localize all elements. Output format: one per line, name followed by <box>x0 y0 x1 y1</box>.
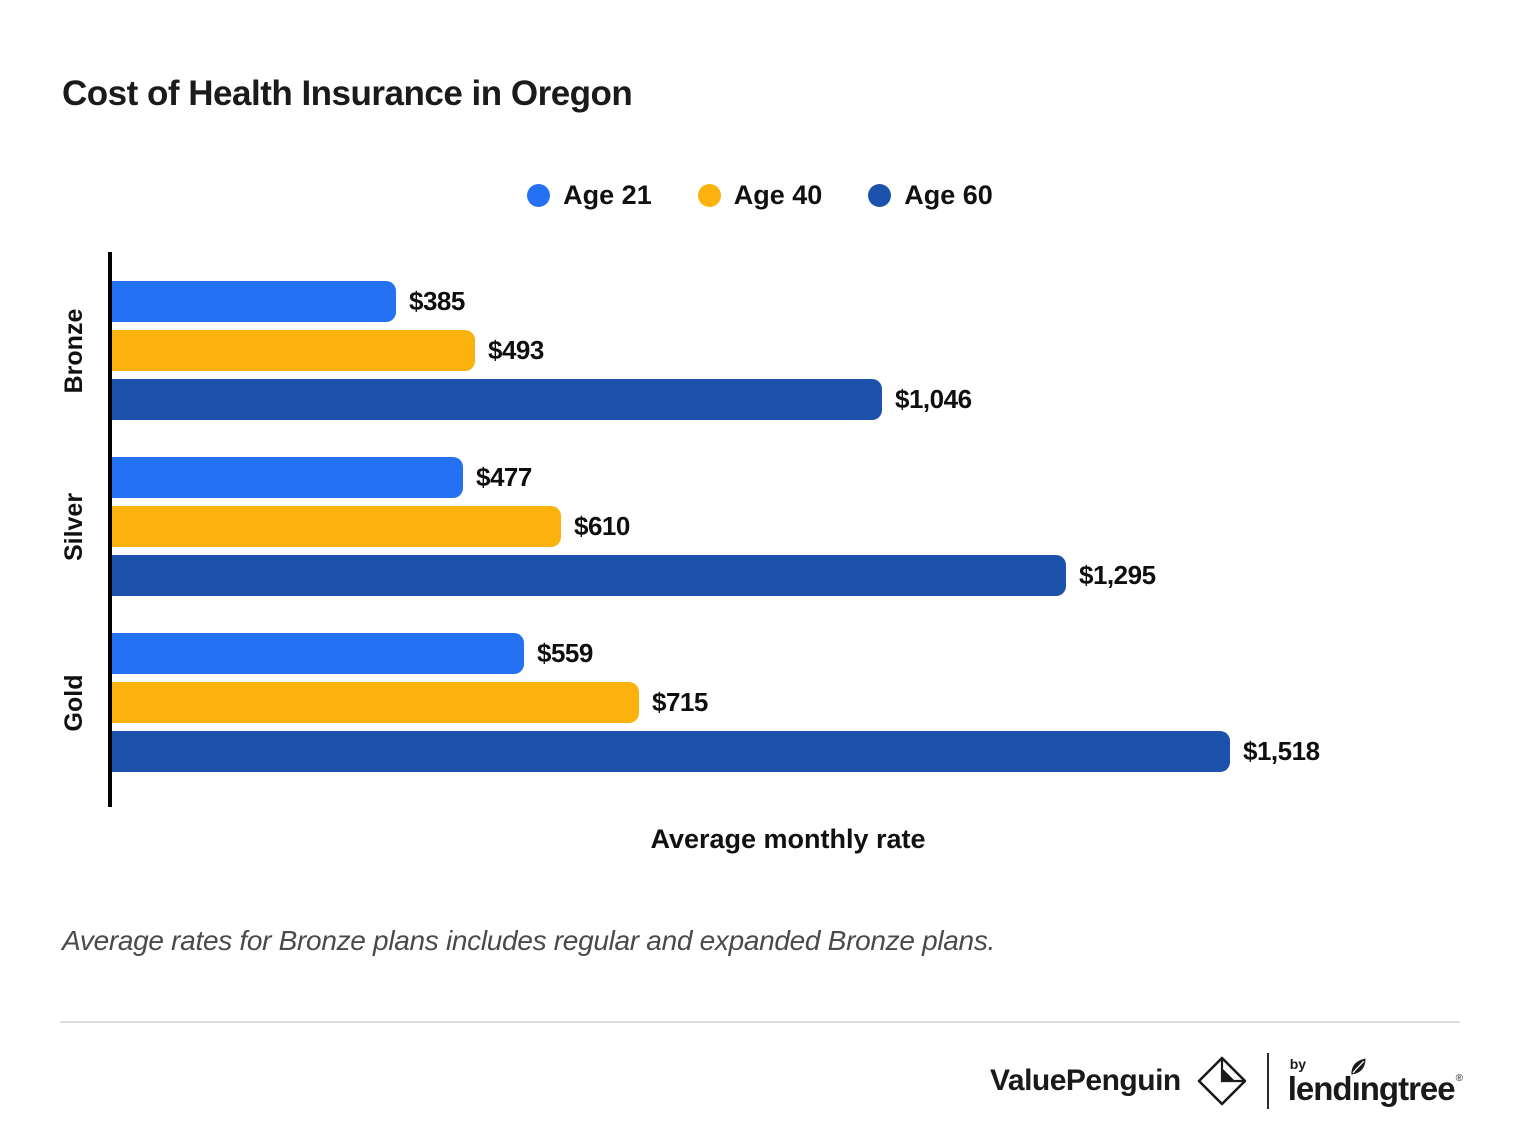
valuepenguin-logo-icon <box>1197 1056 1247 1106</box>
plot-area: Bronze $385 $493 $1,046 Silver $477 $610 $1,295… <box>60 252 1468 807</box>
bar-row: $1,046 <box>112 379 1468 420</box>
bar-silver-age-40 <box>112 506 561 547</box>
chart-title: Cost of Health Insurance in Oregon <box>62 74 633 113</box>
bar-row: $385 <box>112 281 1468 322</box>
lendingtree-wordmark: lend ı ngtree ® <box>1287 1058 1463 1107</box>
category-label: Bronze <box>60 308 88 393</box>
legend-dot <box>527 184 551 207</box>
bar-gold-age-40 <box>112 682 639 723</box>
value-label: $1,295 <box>1079 560 1156 590</box>
by-label: by <box>1289 1056 1307 1072</box>
bar-row: $493 <box>112 330 1468 371</box>
bar-group-silver: Silver $477 $610 $1,295 <box>60 457 1468 596</box>
legend-item: Age 40 <box>697 180 823 211</box>
value-label: $715 <box>652 687 708 717</box>
bar-silver-age-60 <box>112 555 1066 596</box>
lendingtree-text-post: ngtree <box>1359 1070 1456 1107</box>
value-label: $385 <box>409 286 465 316</box>
value-label: $1,518 <box>1243 736 1320 766</box>
legend-label: Age 60 <box>904 180 993 210</box>
category-label: Gold <box>60 674 88 731</box>
bar-row: $715 <box>112 682 1468 723</box>
bar-groups: Bronze $385 $493 $1,046 Silver $477 $610 $1,295… <box>60 281 1468 772</box>
footer-logo-divider <box>1266 1053 1269 1109</box>
bar-gold-age-21 <box>112 633 524 674</box>
bar-row: $477 <box>112 457 1468 498</box>
bar-bronze-age-40 <box>112 330 475 371</box>
value-label: $493 <box>488 335 544 365</box>
value-label: $477 <box>476 462 532 492</box>
bar-group-gold: Gold $559 $715 $1,518 <box>60 633 1468 772</box>
valuepenguin-wordmark: ValuePenguin <box>990 1064 1181 1097</box>
lendingtree-text-pre: lend <box>1287 1070 1353 1107</box>
bar-silver-age-21 <box>112 457 463 498</box>
value-label: $610 <box>574 511 630 541</box>
bar-gold-age-60 <box>112 731 1230 772</box>
x-axis-label: Average monthly rate <box>650 824 926 854</box>
value-label: $559 <box>537 638 593 668</box>
footer-brandbar: ValuePenguin by lend ı ngtree ® <box>990 1052 1463 1110</box>
legend-dot <box>868 184 892 207</box>
legend-dot <box>697 184 721 207</box>
footer-divider-line <box>60 1021 1460 1023</box>
legend: Age 21 Age 40 Age 60 <box>0 180 1520 211</box>
lendingtree-dotless-i: ı <box>1350 1058 1366 1105</box>
leaf-icon <box>1350 1058 1366 1075</box>
bar-group-bronze: Bronze $385 $493 $1,046 <box>60 281 1468 420</box>
bar-row: $1,295 <box>112 555 1468 596</box>
bar-bronze-age-21 <box>112 281 396 322</box>
legend-item: Age 60 <box>868 180 993 211</box>
bar-row: $610 <box>112 506 1468 547</box>
bar-bronze-age-60 <box>112 379 882 420</box>
bar-row: $559 <box>112 633 1468 674</box>
category-label: Silver <box>60 492 88 561</box>
value-label: $1,046 <box>895 384 972 414</box>
bar-row: $1,518 <box>112 731 1468 772</box>
trademark-symbol: ® <box>1455 1073 1463 1084</box>
footnote: Average rates for Bronze plans includes … <box>62 925 996 956</box>
lendingtree-logo: by lend ı ngtree ® <box>1287 1056 1463 1107</box>
legend-label: Age 21 <box>563 180 652 210</box>
legend-label: Age 40 <box>733 180 823 210</box>
legend-item: Age 21 <box>527 180 652 211</box>
